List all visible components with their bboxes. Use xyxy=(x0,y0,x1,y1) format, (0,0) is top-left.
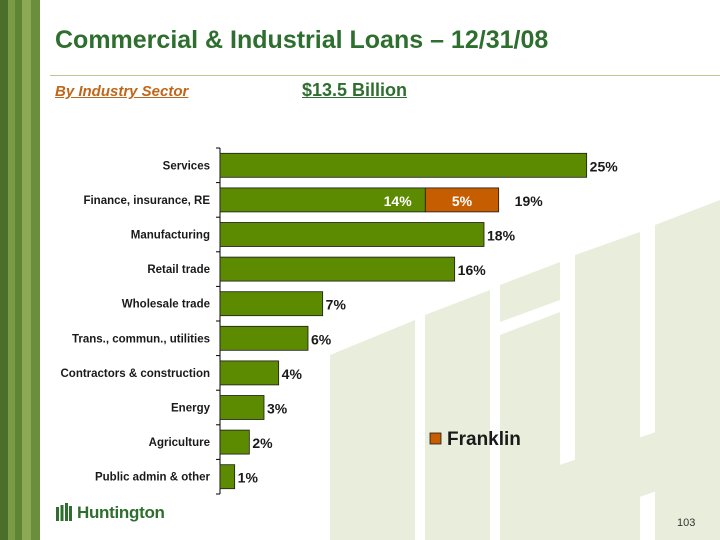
category-label: Public admin & other xyxy=(95,472,211,484)
bar-segment xyxy=(219,291,324,317)
bar-segment xyxy=(219,360,280,386)
bar-value-label: 6% xyxy=(311,331,332,347)
left-decorative-stripe xyxy=(0,0,40,540)
category-label: Trans., commun., utilities xyxy=(72,333,210,345)
bar-segment xyxy=(219,152,588,178)
bar-segment xyxy=(219,222,485,247)
legend-swatch-franklin xyxy=(429,432,442,445)
bar-value-label: 16% xyxy=(458,262,487,278)
bar-segment xyxy=(219,464,236,490)
bar-segment xyxy=(219,187,426,213)
bar-value-label: 4% xyxy=(282,366,303,382)
category-label: Retail trade xyxy=(147,264,210,276)
bar-inner-label: 14% xyxy=(384,193,413,209)
huntington-logo-icon xyxy=(56,503,72,521)
huntington-logo: Huntington xyxy=(56,503,165,523)
category-label: Agriculture xyxy=(149,437,210,449)
huntington-logo-text: Huntington xyxy=(77,503,165,522)
bar-segment xyxy=(219,429,250,455)
bar-value-label: 2% xyxy=(252,435,273,451)
bar-value-label: 7% xyxy=(326,297,347,313)
bar-value-label: 3% xyxy=(267,401,288,417)
title-divider xyxy=(50,75,720,76)
bar-value-label: 18% xyxy=(487,228,516,244)
bar-segment xyxy=(424,187,500,213)
legend-label-franklin: Franklin xyxy=(447,429,521,450)
page-number: 103 xyxy=(677,517,696,529)
bar-value-label: 19% xyxy=(515,193,544,209)
bar-value-label: 1% xyxy=(238,470,259,486)
bar-segment xyxy=(219,395,265,420)
category-label: Energy xyxy=(171,403,211,415)
bar-inner-label: 5% xyxy=(452,193,473,209)
category-label: Wholesale trade xyxy=(122,299,210,311)
category-label: Manufacturing xyxy=(131,230,210,242)
slide-title: Commercial & Industrial Loans – 12/31/08 xyxy=(55,26,549,54)
chart-subtitle: By Industry Sector xyxy=(55,83,189,100)
category-label: Finance, insurance, RE xyxy=(83,195,210,207)
category-label: Contractors & construction xyxy=(60,368,210,380)
bar-segment xyxy=(219,256,456,282)
category-label: Services xyxy=(163,160,210,172)
bar-value-label: 25% xyxy=(590,158,619,174)
bar-segment xyxy=(219,325,309,351)
total-loans-value: $13.5 Billion xyxy=(302,80,408,100)
